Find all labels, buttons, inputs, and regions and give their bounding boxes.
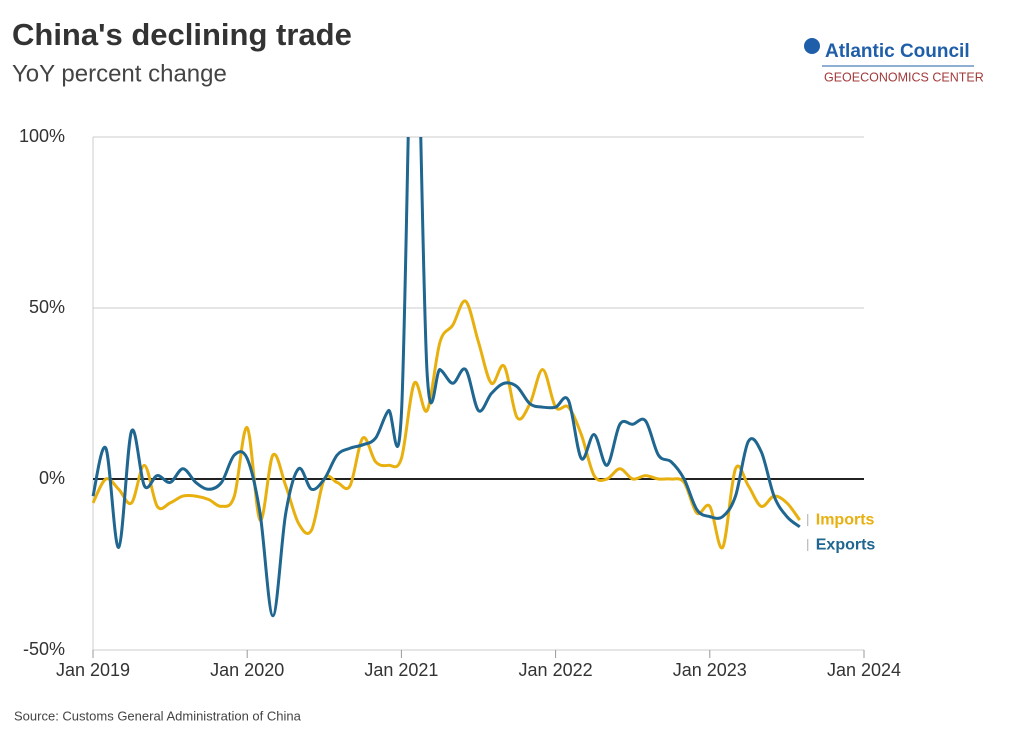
- series-label: Exports: [816, 536, 876, 553]
- x-tick-label: Jan 2020: [210, 660, 284, 680]
- y-tick-label: -50%: [23, 639, 65, 659]
- series-label: Imports: [816, 511, 875, 528]
- chart-title: China's declining trade: [12, 17, 352, 52]
- x-tick-label: Jan 2022: [519, 660, 593, 680]
- x-tick-label: Jan 2019: [56, 660, 130, 680]
- chart-subtitle: YoY percent change: [12, 60, 227, 87]
- logo-name: Atlantic Council: [825, 41, 970, 62]
- logo-unit: GEOECONOMICS CENTER: [824, 70, 984, 84]
- series-group: [91, 137, 801, 618]
- series-line: [91, 137, 801, 618]
- x-tick-label: Jan 2023: [673, 660, 747, 680]
- y-tick-label: 0%: [39, 468, 65, 488]
- source: Source: Customs General Administration o…: [14, 708, 302, 723]
- y-tick-label: 50%: [29, 297, 65, 317]
- x-tick-label: Jan 2024: [827, 660, 901, 680]
- series-line: [91, 299, 801, 550]
- x-tick-label: Jan 2021: [364, 660, 438, 680]
- y-tick-label: 100%: [19, 126, 65, 146]
- logo-icon: [804, 38, 820, 54]
